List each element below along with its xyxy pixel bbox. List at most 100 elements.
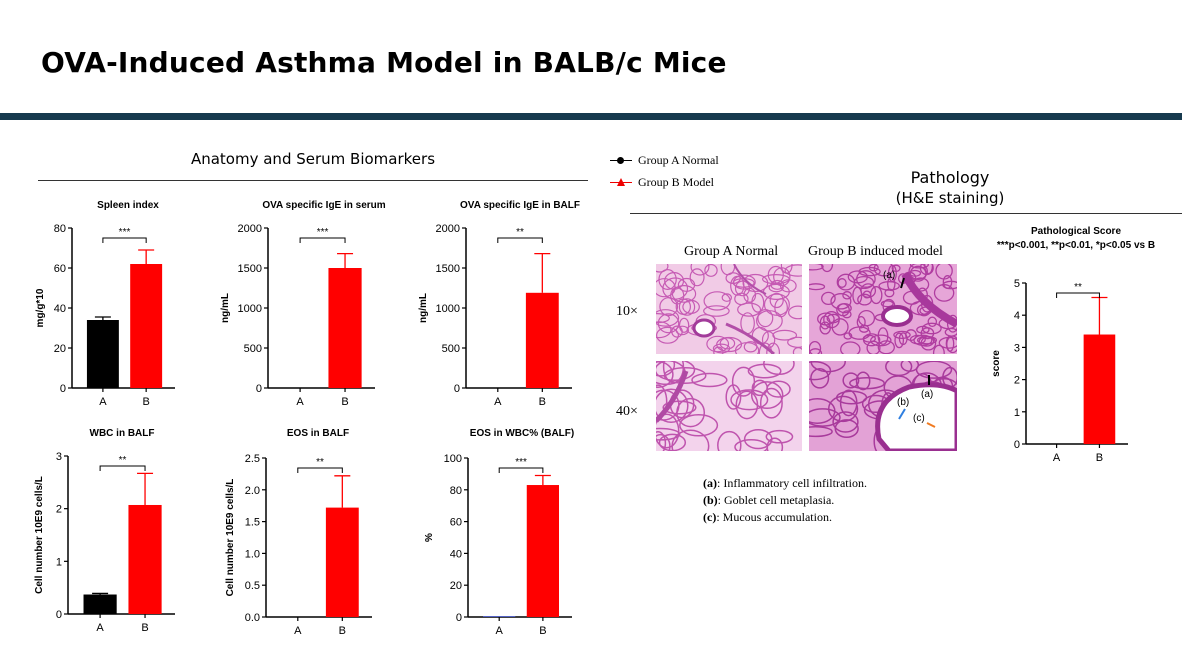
- histology-row-10x-label: 10×: [616, 304, 638, 319]
- tissue-cell: [810, 361, 846, 373]
- y-tick-label: 0: [256, 383, 262, 395]
- chart-title: OVA specific IgE in BALF: [460, 200, 580, 211]
- tissue-cell: [679, 414, 719, 437]
- legend-label: Group A Normal: [638, 153, 719, 167]
- significance-label: **: [119, 455, 127, 466]
- y-tick-label: 0.0: [245, 612, 260, 624]
- tissue-cell: [809, 340, 822, 354]
- histology-image-a-10x: [656, 264, 802, 354]
- tissue-cell: [787, 336, 802, 348]
- tissue-cell: [703, 305, 730, 317]
- y-tick-label: 60: [450, 517, 462, 529]
- tissue-cell: [656, 413, 680, 449]
- bar-A: [83, 594, 117, 614]
- tissue-cell: [656, 361, 676, 377]
- x-tick-label: B: [141, 622, 148, 634]
- tissue-cell: [773, 267, 791, 287]
- tissue-cell: [827, 395, 859, 423]
- histology-col-a-label: Group A Normal: [684, 244, 779, 259]
- tissue-cell: [675, 325, 689, 336]
- significance-label: **: [1074, 282, 1082, 293]
- tissue-cell: [656, 433, 671, 451]
- bar-B: [525, 292, 559, 388]
- legend-triangle-icon: [610, 177, 632, 189]
- right-section-title: Pathology: [910, 168, 990, 187]
- y-axis-label: mg/g*10: [35, 288, 46, 327]
- tissue-cell: [734, 280, 751, 297]
- histology-image-a-40x: [656, 361, 802, 451]
- y-axis-label: score: [991, 350, 1002, 377]
- tissue-cell: [691, 372, 728, 388]
- histology-col-b-label: Group B induced model: [808, 244, 943, 259]
- legend-item-group-a: Group A Normal: [610, 153, 719, 168]
- tissue-cell: [657, 313, 680, 334]
- tissue-cell: [766, 342, 780, 354]
- tissue-cell: [809, 283, 826, 291]
- tissue-cell: [784, 264, 802, 277]
- y-tick-label: 1.0: [245, 548, 260, 560]
- tissue-cell: [656, 388, 689, 423]
- bar-B: [1083, 334, 1116, 444]
- y-tick-label: 1000: [436, 303, 460, 315]
- tissue-cell: [842, 372, 860, 389]
- tissue-cell: [932, 344, 945, 354]
- y-tick-label: 100: [444, 453, 462, 465]
- tissue-cell: [671, 325, 683, 338]
- y-tick-label: 20: [54, 343, 66, 355]
- y-tick-label: 0.5: [245, 580, 260, 592]
- tissue-cell: [703, 291, 731, 311]
- significance-bracket: [497, 237, 543, 243]
- y-tick-label: 2: [56, 504, 62, 516]
- tissue-cell: [836, 273, 856, 291]
- tissue-cell: [927, 316, 938, 328]
- x-tick-label: A: [496, 625, 504, 637]
- tissue-cell: [857, 309, 876, 327]
- bar-B: [325, 507, 359, 617]
- marker-a-10x: (a): [883, 270, 895, 281]
- significance-label: **: [516, 227, 524, 238]
- x-tick-label: B: [339, 625, 346, 637]
- tissue-cell: [913, 334, 933, 346]
- tissue-cell: [706, 335, 730, 353]
- tissue-cell: [664, 271, 685, 290]
- histology-row-40x-label: 40×: [616, 404, 638, 419]
- y-tick-label: 2000: [436, 223, 460, 235]
- tissue-cell: [887, 276, 896, 292]
- legend-circle-icon: [610, 155, 632, 167]
- y-tick-label: 3: [1014, 342, 1020, 354]
- tissue-cell: [772, 329, 798, 341]
- tissue-cell: [731, 366, 756, 397]
- tissue-cell: [837, 278, 847, 288]
- tissue-cell: [737, 302, 762, 317]
- tissue-cell: [946, 314, 957, 333]
- y-tick-label: 1.5: [245, 517, 260, 529]
- bar-B: [328, 268, 362, 388]
- bar-B: [526, 485, 559, 617]
- tissue-cell: [659, 297, 679, 317]
- left-section-divider: [38, 180, 588, 181]
- significance-bracket: [297, 467, 343, 473]
- tissue-cell: [849, 377, 885, 390]
- marker-a-40x: (a): [921, 389, 933, 400]
- significance-label: **: [316, 457, 324, 468]
- page-title: OVA-Induced Asthma Model in BALB/c Mice: [41, 46, 727, 79]
- y-tick-label: 3: [56, 451, 62, 463]
- bar-B: [130, 264, 163, 388]
- tissue-cell: [712, 343, 731, 354]
- chart-title: Spleen index: [97, 200, 159, 211]
- x-tick-label: A: [96, 622, 104, 634]
- x-tick-label: A: [296, 396, 304, 408]
- tissue-cell: [656, 278, 676, 298]
- tissue-cell: [759, 387, 783, 419]
- bar-A: [483, 616, 516, 617]
- y-tick-label: 0: [454, 383, 460, 395]
- y-tick-label: 2: [1014, 375, 1020, 387]
- tissue-cell: [690, 264, 710, 276]
- significance-bracket: [1056, 292, 1100, 298]
- chart-title: EOS in BALF: [287, 428, 349, 439]
- tissue-cell: [916, 335, 938, 345]
- marker-c-40x: (c): [913, 413, 925, 424]
- y-tick-label: 4: [1014, 310, 1020, 322]
- x-tick-label: A: [494, 396, 502, 408]
